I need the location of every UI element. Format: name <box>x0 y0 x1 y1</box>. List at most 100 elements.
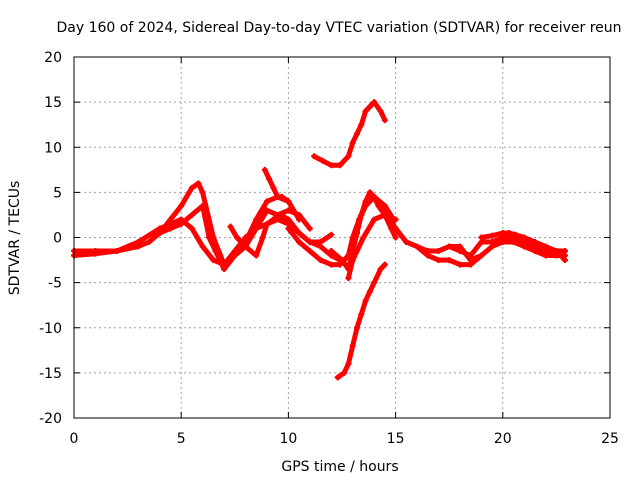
series-line <box>157 203 313 272</box>
data-point <box>366 288 373 295</box>
data-point <box>531 239 538 246</box>
data-point <box>221 266 228 273</box>
data-point <box>253 225 260 232</box>
x-tick-label: 15 <box>387 431 405 447</box>
y-tick-label: -15 <box>39 366 62 382</box>
data-point <box>113 248 120 255</box>
data-point <box>261 166 268 173</box>
data-point <box>296 229 303 236</box>
data-point <box>375 198 382 205</box>
data-point <box>135 243 142 250</box>
data-point <box>478 252 485 259</box>
data-point <box>263 198 270 205</box>
data-point <box>306 239 313 246</box>
data-point <box>199 202 206 209</box>
series-track-4 <box>227 211 335 259</box>
data-point <box>358 121 365 128</box>
series-track-13 <box>435 239 568 264</box>
data-point <box>296 239 303 246</box>
y-tick-label: -20 <box>39 411 62 427</box>
data-point <box>446 257 453 264</box>
data-point <box>510 239 517 246</box>
data-point <box>362 108 369 115</box>
data-point <box>542 252 549 259</box>
series-line <box>335 262 388 380</box>
data-point <box>336 162 343 169</box>
chart-title: Day 160 of 2024, Sidereal Day-to-day VTE… <box>56 20 621 36</box>
data-point <box>296 211 303 218</box>
data-point <box>542 243 549 250</box>
data-point <box>392 216 399 223</box>
data-point <box>362 198 369 205</box>
data-point <box>188 211 195 218</box>
data-point <box>253 252 260 259</box>
data-point <box>414 243 421 250</box>
x-tick-label: 5 <box>177 431 186 447</box>
data-point <box>345 360 352 367</box>
data-point <box>381 117 388 124</box>
data-point <box>366 189 373 196</box>
data-series <box>71 99 568 381</box>
x-axis-label: GPS time / hours <box>281 459 398 475</box>
data-point <box>336 261 343 268</box>
data-point <box>285 216 292 223</box>
data-point <box>199 189 206 196</box>
data-point <box>553 248 560 255</box>
data-point <box>195 180 202 187</box>
data-point <box>263 207 270 214</box>
data-point <box>354 130 361 137</box>
data-point <box>328 231 335 238</box>
data-point <box>319 157 326 164</box>
data-point <box>467 257 474 264</box>
data-point <box>242 243 249 250</box>
data-point <box>349 139 356 146</box>
data-point <box>285 225 292 232</box>
data-point <box>306 225 313 232</box>
data-point <box>489 232 496 239</box>
data-point <box>489 243 496 250</box>
x-tick-label: 0 <box>70 431 79 447</box>
data-point <box>381 261 388 268</box>
data-point <box>371 279 378 286</box>
data-point <box>371 193 378 200</box>
data-point <box>188 184 195 191</box>
data-point <box>371 216 378 223</box>
y-tick-label: 20 <box>44 50 62 66</box>
series-track-14 <box>478 229 568 264</box>
data-point <box>345 275 352 282</box>
data-point <box>362 297 369 304</box>
data-point <box>403 239 410 246</box>
data-point <box>212 248 219 255</box>
data-point <box>354 324 361 331</box>
data-point <box>531 248 538 255</box>
x-tick-label: 20 <box>494 431 512 447</box>
data-point <box>199 243 206 250</box>
y-tick-label: 10 <box>44 140 62 156</box>
series-track-9 <box>311 99 388 169</box>
data-point <box>371 99 378 106</box>
series-track-5 <box>261 166 292 205</box>
data-point <box>253 216 260 223</box>
data-point <box>435 248 442 255</box>
x-tick-label: 25 <box>601 431 619 447</box>
data-point <box>178 220 185 227</box>
data-point <box>317 257 324 264</box>
x-tick-label: 10 <box>279 431 297 447</box>
data-point <box>345 153 352 160</box>
data-point <box>435 257 442 264</box>
data-point <box>306 248 313 255</box>
data-point <box>276 211 283 218</box>
series-line <box>478 230 568 263</box>
data-point <box>446 243 453 250</box>
data-point <box>377 108 384 115</box>
data-point <box>339 257 345 264</box>
data-point <box>366 103 373 110</box>
data-point <box>521 234 528 241</box>
data-point <box>424 248 431 255</box>
data-point <box>156 229 163 236</box>
data-point <box>341 369 348 376</box>
data-point <box>231 252 238 259</box>
data-point <box>210 257 217 264</box>
data-point <box>285 198 292 205</box>
